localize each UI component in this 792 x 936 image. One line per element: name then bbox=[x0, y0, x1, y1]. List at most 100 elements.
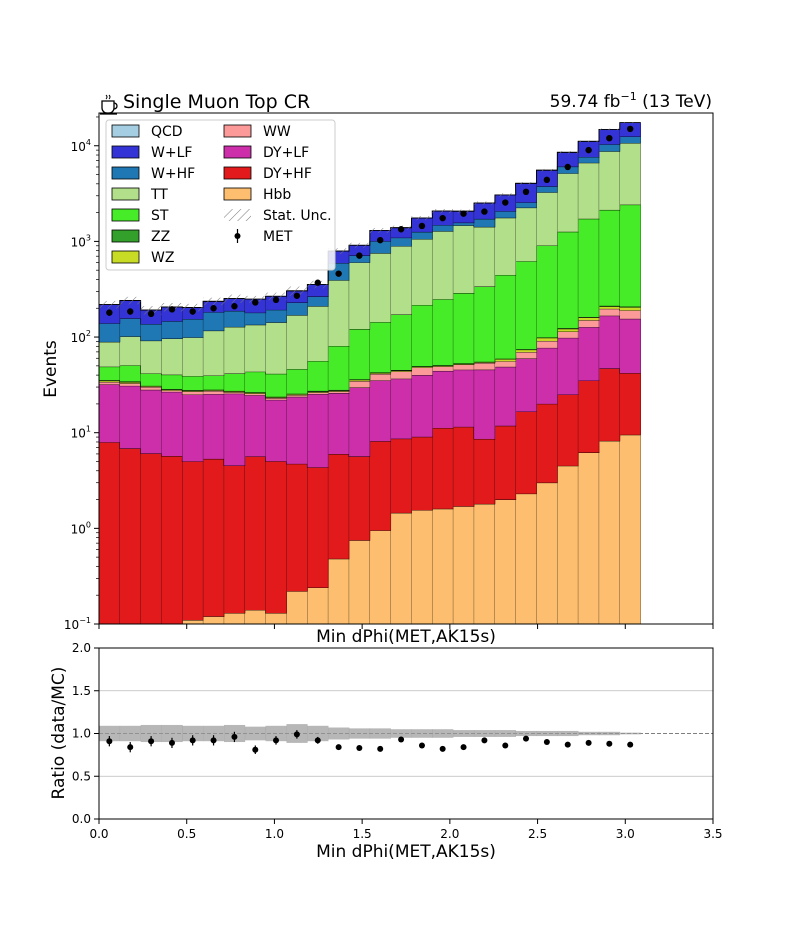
bar-dy-hf-10 bbox=[307, 467, 329, 588]
bar-hbb-15 bbox=[411, 510, 433, 624]
ratio-y-axis-label: Ratio (data/MC) bbox=[49, 667, 69, 800]
title-left: Single Muon Top CR bbox=[100, 91, 310, 115]
bar-ww-6 bbox=[224, 392, 246, 394]
ratio-band-25 bbox=[619, 732, 641, 735]
bar-dy-hf-24 bbox=[598, 368, 621, 441]
bar-st-25 bbox=[619, 204, 642, 307]
bar-dy-hf-9 bbox=[286, 463, 308, 592]
bar-ww-12 bbox=[348, 381, 371, 388]
bar-ww-9 bbox=[286, 395, 308, 397]
bar-dy-lf-0 bbox=[98, 384, 121, 443]
legend-label-zz: ZZ bbox=[151, 229, 170, 245]
ratio-band-3 bbox=[161, 724, 183, 743]
bar-dy-hf-21 bbox=[536, 403, 558, 483]
bar-hbb-9 bbox=[286, 591, 308, 624]
ratio-point-23 bbox=[585, 739, 592, 746]
ratio-point-1 bbox=[127, 744, 134, 751]
bar-w-hf-23 bbox=[578, 157, 600, 163]
ratio-point-22 bbox=[564, 741, 571, 748]
bar-w-hf-8 bbox=[265, 309, 287, 323]
bar-st-7 bbox=[244, 371, 267, 393]
legend-item-dy-lf: DY+LF bbox=[223, 145, 309, 161]
bar-hbb-23 bbox=[578, 452, 600, 624]
bar-w-lf-14 bbox=[390, 227, 412, 238]
ratio-point-15 bbox=[418, 742, 425, 749]
bar-dy-lf-15 bbox=[411, 375, 433, 437]
data-point-6 bbox=[231, 303, 238, 310]
stat-unc-12 bbox=[348, 242, 370, 248]
bar-wz-25 bbox=[619, 307, 642, 311]
ratio-band-10 bbox=[307, 725, 329, 742]
ratio-band-8 bbox=[265, 725, 287, 742]
bar-ww-0 bbox=[98, 381, 121, 385]
bar-w-hf-9 bbox=[286, 302, 308, 316]
bar-wz-9 bbox=[286, 394, 308, 396]
bar-st-12 bbox=[348, 329, 371, 380]
bar-ww-10 bbox=[307, 392, 329, 395]
ratio-band-21 bbox=[536, 730, 558, 737]
bar-st-5 bbox=[203, 375, 225, 390]
data-point-5 bbox=[210, 305, 217, 312]
data-point-25 bbox=[626, 125, 634, 133]
stack-hbb bbox=[98, 434, 642, 625]
ratio-point-18 bbox=[481, 737, 488, 744]
ratio-point-3 bbox=[168, 739, 175, 746]
bar-dy-lf-25 bbox=[619, 318, 642, 374]
legend-item-wz: WZ bbox=[111, 250, 174, 266]
data-point-9 bbox=[293, 292, 301, 299]
bar-dy-lf-1 bbox=[119, 385, 142, 449]
bar-wz-15 bbox=[411, 366, 433, 368]
bar-wz-16 bbox=[432, 365, 454, 367]
bar-st-14 bbox=[390, 314, 412, 371]
legend-item-dy-hf: DY+HF bbox=[223, 166, 312, 182]
bar-ww-20 bbox=[515, 352, 537, 359]
ratio-point-8 bbox=[273, 737, 280, 744]
lumi-exponent: −1 bbox=[620, 90, 636, 103]
bar-w-hf-10 bbox=[307, 296, 329, 307]
legend-label-qcd: QCD bbox=[151, 124, 183, 140]
bar-w-lf-22 bbox=[557, 152, 579, 167]
bar-dy-hf-3 bbox=[161, 456, 183, 624]
legend-item-zz: ZZ bbox=[111, 229, 170, 245]
bar-w-hf-7 bbox=[244, 312, 267, 325]
bar-st-0 bbox=[98, 366, 121, 381]
data-point-2 bbox=[147, 310, 155, 318]
ratio-band-5 bbox=[203, 725, 225, 742]
bar-dy-lf-5 bbox=[203, 394, 225, 459]
legend-label-ww: WW bbox=[263, 124, 291, 140]
bar-dy-lf-3 bbox=[161, 391, 183, 457]
bar-w-hf-25 bbox=[619, 136, 642, 144]
stat-unc-7 bbox=[244, 295, 266, 303]
ratio-band-7 bbox=[244, 726, 267, 741]
stat-unc-2 bbox=[140, 306, 162, 315]
data-point-12 bbox=[356, 252, 363, 259]
bar-ww-3 bbox=[161, 390, 183, 392]
stat-unc-9 bbox=[286, 286, 308, 296]
legend-swatch-st bbox=[111, 208, 140, 222]
bar-dy-hf-14 bbox=[390, 438, 412, 513]
bar-st-21 bbox=[536, 245, 558, 338]
ratio-point-4 bbox=[189, 737, 196, 744]
bar-dy-lf-17 bbox=[453, 369, 475, 427]
legend-label-stat-unc: Stat. Unc. bbox=[263, 208, 332, 224]
bar-dy-hf-13 bbox=[369, 441, 392, 531]
ratio-point-7 bbox=[252, 746, 259, 753]
lumi-value: 59.74 fb bbox=[550, 92, 621, 112]
bar-dy-hf-23 bbox=[578, 380, 600, 453]
stat-unc-24 bbox=[598, 128, 620, 131]
bar-st-24 bbox=[598, 209, 621, 306]
bar-dy-lf-10 bbox=[307, 394, 329, 468]
stat-unc-21 bbox=[536, 168, 558, 172]
legend-swatch-tt bbox=[111, 187, 140, 201]
bar-hbb-19 bbox=[494, 499, 517, 624]
bar-dy-hf-11 bbox=[328, 454, 350, 559]
bar-st-6 bbox=[224, 373, 246, 391]
stat-unc-15 bbox=[411, 215, 433, 221]
data-point-0 bbox=[106, 309, 113, 316]
legend-label-met: MET bbox=[263, 229, 293, 245]
bar-w-hf-16 bbox=[432, 225, 454, 232]
data-point-19 bbox=[502, 199, 509, 206]
data-point-16 bbox=[439, 214, 446, 222]
stack-tt bbox=[98, 142, 642, 377]
bar-w-hf-4 bbox=[182, 319, 204, 338]
